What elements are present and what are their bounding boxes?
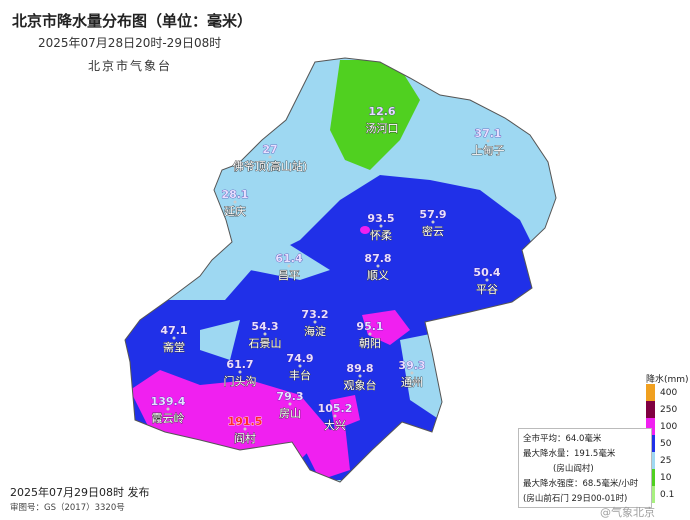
station-value: 47.1 [160,324,187,337]
station-name: 阎村 [234,431,256,445]
station-name: 海淀 [304,324,326,338]
station-name: 斋堂 [163,340,185,354]
station-name: 平谷 [476,283,498,296]
legend-label: 50 [660,439,672,449]
station-value: 93.5 [367,212,394,225]
map-title: 北京市降水量分布图（单位：毫米） [12,12,253,30]
map-approval-number: 审图号：GS（2017）3320号 [10,503,125,513]
station-marker [238,370,242,374]
station-value: 139.4 [151,395,186,408]
station-value: 28.1 [221,188,248,201]
station-value: 50.4 [473,266,500,279]
station-marker [166,407,170,411]
station-name: 门头沟 [224,374,257,388]
station-marker [380,117,384,121]
rain-area-100-250 [360,226,370,234]
station-name: 丰台 [289,368,311,382]
agency: 北京市气象台 [88,59,173,73]
station-name: 石景山 [249,337,282,350]
rain-area-100-250 [330,395,360,430]
station-name: 顺义 [367,269,389,282]
station-value: 95.1 [356,320,383,333]
station-marker [263,332,267,336]
station-marker [379,224,383,228]
station-name: 观象台 [344,378,377,392]
station-name: 大兴 [324,418,346,432]
legend-swatch [646,384,655,401]
station-marker [486,139,490,143]
station-value: 57.9 [419,208,446,221]
station-value: 61.4 [275,252,302,265]
station-marker [288,402,292,406]
station-marker [243,427,247,431]
legend-label: 10 [660,473,672,483]
station-value: 191.5 [228,415,263,428]
station-value: 61.7 [226,358,253,371]
station-name: 昌平 [278,269,300,282]
station-value: 39.3 [398,359,425,372]
max-precip-station: (房山阎村) [553,464,594,474]
station-marker [233,200,237,204]
station-marker [485,278,489,282]
station-marker [287,264,291,268]
station-marker [410,371,414,375]
station-name: 霞云岭 [152,411,185,425]
station-value: 105.2 [318,402,353,415]
station-marker [172,336,176,340]
station-value: 73.2 [301,308,328,321]
station-name: 上甸子 [472,144,505,157]
station-marker [376,264,380,268]
station-value: 37.1 [474,127,501,140]
legend-label: 100 [660,422,678,432]
max-intensity-station: (房山前石门 29日00-01时) [523,494,628,504]
legend-label: 25 [660,456,672,466]
summary-box: 全市平均：64.0毫米 最大降水量：191.5毫米 (房山阎村) 最大降水强度：… [518,428,652,508]
legend-title: 降水(mm) [646,375,689,385]
time-range: 2025年07月28日20时-29日08时 [38,36,222,50]
max-intensity: 最大降水强度：68.5毫米/小时 [523,479,639,489]
rain-area-25-50 [200,320,240,360]
station-value: 54.3 [251,320,278,333]
station-value: 12.6 [368,105,395,118]
station-marker [368,332,372,336]
rain-area-100-250 [362,310,410,345]
station-marker [268,155,272,159]
issue-time: 2025年07月29日08时 发布 [10,486,150,499]
station-name: 延庆 [224,204,246,218]
max-precip: 最大降水量：191.5毫米 [523,449,616,459]
station-marker [358,374,362,378]
station-name: 密云 [422,224,444,238]
station-labels: 12.6 汤河口 37.1 上甸子 27 佛爷顶(高山站) 28.1 延庆 93.5 怀柔 57.9… [150,105,505,446]
station-name: 房山 [279,407,301,420]
station-value: 74.9 [286,352,313,365]
rain-area-100-250 [300,425,350,480]
station-value: 89.8 [346,362,373,375]
station-value: 27 [262,143,277,156]
station-value: 79.3 [276,390,303,403]
station-name: 佛爷顶(高山站) [233,159,308,173]
legend-swatch [646,401,655,418]
station-name: 朝阳 [359,337,381,350]
legend-label: 0.1 [660,490,675,500]
rain-area-25-50 [240,245,330,280]
legend-label: 400 [660,388,678,398]
station-value: 87.8 [364,252,391,265]
city-average: 全市平均：64.0毫米 [523,434,602,444]
station-name: 汤河口 [366,121,399,135]
watermark: @气象北京 [600,506,655,519]
station-marker [431,220,435,224]
station-marker [333,414,337,418]
station-name: 怀柔 [370,229,392,242]
station-name: 通州 [401,376,423,389]
legend-swatch [646,418,655,435]
rain-area-10-25 [330,60,420,170]
legend-label: 250 [660,405,678,415]
station-marker [313,320,317,324]
station-marker [298,364,302,368]
